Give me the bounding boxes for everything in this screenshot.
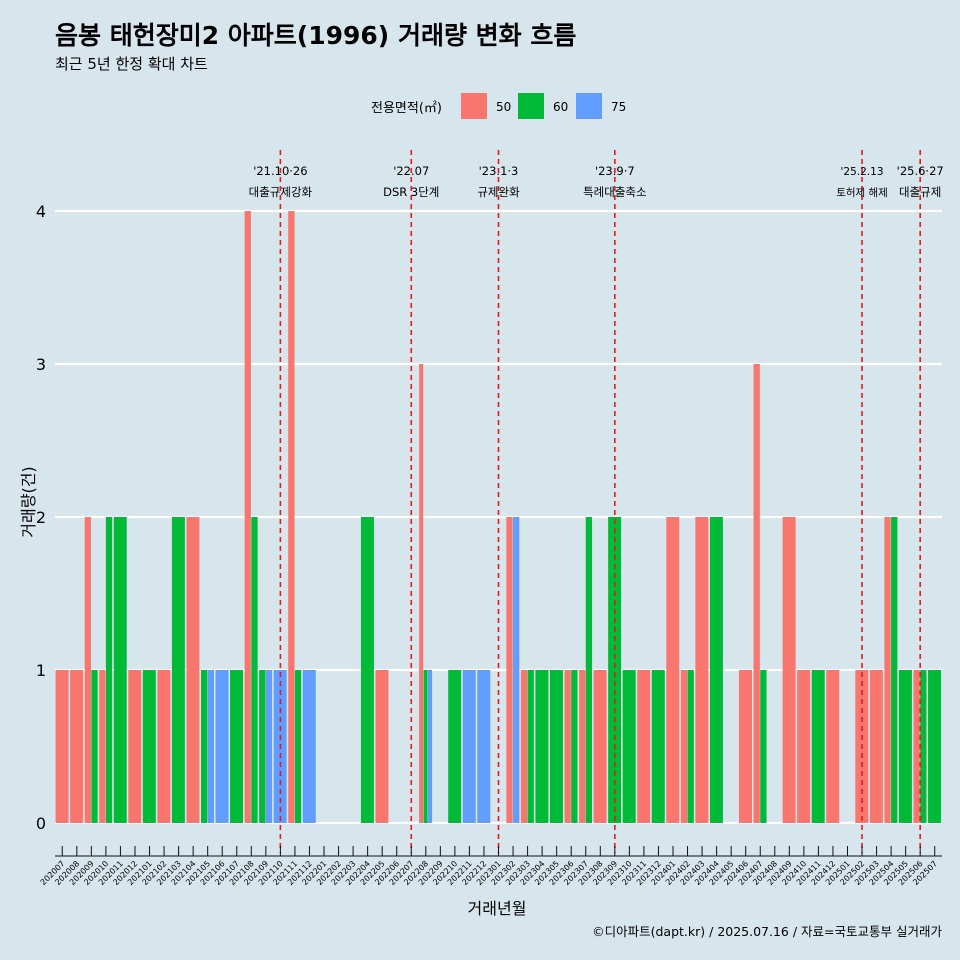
bar-202208-75 — [428, 670, 433, 823]
bar-202108-60 — [251, 517, 258, 823]
bar-202504-60 — [891, 517, 898, 823]
bar-202311-50 — [637, 670, 651, 823]
bar-202111-50 — [288, 211, 295, 823]
bar-202103-60 — [171, 517, 185, 823]
bar-202008-50 — [70, 670, 84, 823]
bar-202104-50 — [186, 517, 200, 823]
bar-202309-60 — [608, 517, 622, 823]
bar-202108-50 — [244, 211, 251, 823]
event-markers: '21.10·26 대출규제강화 '22.07 DSR 3단계 '23.1·3 규제완화 '… — [249, 150, 944, 853]
bar-202402-60 — [687, 670, 694, 823]
bar-202302-50 — [506, 517, 513, 823]
legend-swatch-60 — [518, 93, 544, 119]
event-date-202506: '25.6·27 — [897, 164, 944, 178]
bar-202403-50 — [695, 517, 709, 823]
event-label-202110: 대출규제강화 — [249, 185, 313, 199]
x-axis-label: 거래년월 — [468, 899, 527, 918]
bar-202009-60 — [91, 670, 98, 823]
bar-202107-60 — [230, 670, 244, 823]
bar-202106-75 — [215, 670, 229, 823]
event-date-202301: '23.1·3 — [479, 164, 519, 178]
bar-202303-50 — [520, 670, 528, 823]
legend-label-75: 75 — [611, 100, 626, 114]
bar-202306-60 — [571, 670, 578, 823]
y-axis-label: 거래량(건) — [19, 466, 38, 537]
event-label-202506: 대출규제 — [899, 185, 941, 199]
bar-202211-75 — [462, 670, 476, 823]
legend-swatch-75 — [576, 93, 602, 119]
bar-202109-75 — [265, 670, 273, 823]
chart-title: 음봉 태헌장미2 아파트(1996) 거래량 변화 흐름 — [55, 21, 576, 50]
legend: 전용면적(㎡) 50 60 75 — [371, 93, 626, 119]
y-tick-label-0: 0 — [36, 814, 46, 833]
legend-swatch-50 — [461, 93, 487, 119]
axes: 2020072020082020092020102020112020122021… — [39, 846, 942, 887]
legend-title: 전용면적(㎡) — [371, 101, 442, 116]
bar-202302-75 — [513, 517, 520, 823]
bar-202410-50 — [797, 670, 811, 823]
event-label-202301: 규제완화 — [477, 185, 520, 199]
event-label-202502: 토허제 해제 — [836, 186, 888, 199]
caption: ©디아파트(dapt.kr) / 2025.07.16 / 자료=국토교통부 실… — [592, 924, 942, 939]
event-label-202207: DSR 3단계 — [383, 185, 439, 199]
bar-202009-50 — [84, 517, 91, 823]
y-tick-label-2: 2 — [36, 508, 46, 527]
chart-subtitle: 최근 5년 한정 확대 차트 — [55, 55, 208, 73]
bar-202307-60 — [585, 517, 593, 823]
bar-202506-60 — [920, 670, 927, 823]
bars — [55, 211, 942, 823]
bar-202109-60 — [259, 670, 266, 823]
bar-202409-50 — [782, 517, 796, 823]
bar-202204-60 — [360, 517, 374, 823]
bar-202303-60 — [527, 670, 534, 823]
bar-202205-50 — [375, 670, 389, 823]
bar-202507-60 — [928, 670, 942, 823]
legend-label-50: 50 — [496, 100, 511, 114]
y-tick-label-3: 3 — [36, 355, 46, 374]
bar-202306-50 — [564, 670, 571, 823]
bar-202010-50 — [99, 670, 106, 823]
bar-202407-60 — [760, 670, 767, 823]
bar-202406-50 — [739, 670, 752, 823]
bar-202304-60 — [535, 670, 549, 823]
bar-202503-50 — [869, 670, 883, 823]
legend-label-60: 60 — [553, 100, 568, 114]
y-tick-label-4: 4 — [36, 202, 46, 221]
bar-202402-50 — [680, 670, 688, 823]
bar-202401-50 — [666, 517, 680, 823]
bar-202105-60 — [200, 670, 208, 823]
bar-202307-50 — [579, 670, 586, 823]
event-date-202207: '22.07 — [393, 164, 429, 178]
bar-202102-50 — [157, 670, 171, 823]
bar-202210-60 — [448, 670, 462, 823]
event-date-202309: '23.9·7 — [595, 164, 635, 178]
bar-202208-50 — [419, 364, 424, 823]
event-date-202110: '21.10·26 — [253, 164, 307, 178]
bar-202411-60 — [811, 670, 825, 823]
bar-202111-60 — [294, 670, 302, 823]
bar-202012-50 — [128, 670, 142, 823]
bar-202105-75 — [207, 670, 214, 823]
bar-202504-50 — [884, 517, 891, 823]
bar-202308-50 — [593, 670, 607, 823]
bar-202310-60 — [622, 670, 636, 823]
y-tick-label-1: 1 — [36, 661, 46, 680]
bar-202007-50 — [55, 670, 69, 823]
bar-202101-60 — [142, 670, 156, 823]
bar-202010-60 — [105, 517, 113, 823]
bar-202212-75 — [477, 670, 491, 823]
bar-202412-50 — [826, 670, 840, 823]
event-date-202502: '25.2.13 — [841, 166, 884, 178]
bar-202208-60 — [423, 670, 428, 823]
event-label-202309: 특례대출축소 — [583, 185, 646, 199]
bar-202505-60 — [898, 670, 912, 823]
bar-202011-60 — [113, 517, 127, 823]
bar-202404-60 — [709, 517, 723, 823]
bar-202407-50 — [753, 364, 760, 823]
bar-202305-60 — [549, 670, 563, 823]
bar-202312-60 — [651, 670, 665, 823]
bar-202112-75 — [302, 670, 316, 823]
bar-202506-50 — [913, 670, 920, 823]
